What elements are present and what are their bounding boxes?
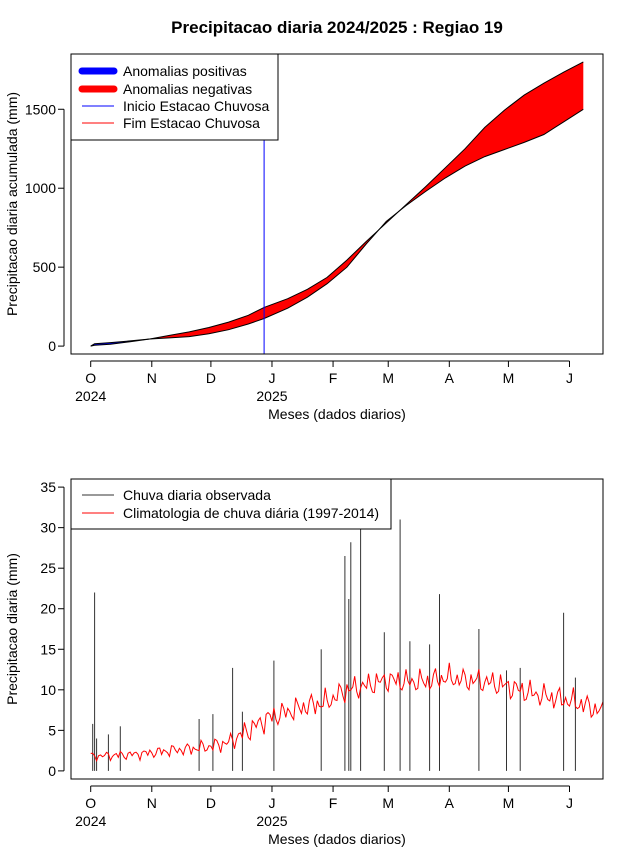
y-tick-label: 15 — [40, 641, 56, 657]
top-legend: Anomalias positivas Anomalias negativas … — [70, 53, 279, 141]
legend-label-positive: Anomalias positivas — [123, 63, 247, 79]
x-tick-label: O — [85, 795, 96, 811]
y-tick-label: 0 — [48, 763, 56, 779]
x-tick-label: N — [147, 795, 157, 811]
y-tick-label: 20 — [40, 601, 56, 617]
top-x-axis-title: Meses (dados diarios) — [268, 406, 406, 422]
y-tick-label: 1500 — [25, 101, 56, 117]
x-year-label: 2024 — [75, 813, 106, 829]
x-tick-label: A — [445, 370, 455, 386]
bottom-x-axis-title: Meses (dados diarios) — [268, 831, 406, 847]
x-tick-label: A — [445, 795, 455, 811]
y-tick-label: 10 — [40, 682, 56, 698]
x-tick-label: M — [503, 795, 515, 811]
y-tick-label: 5 — [48, 722, 56, 738]
top-y-axis-title: Precipitacao diaria acumulada (mm) — [4, 92, 20, 316]
y-tick-label: 1000 — [25, 180, 56, 196]
negative-anomaly-area — [90, 61, 584, 347]
top-panel: 0 500 1000 1500 O N D J F M A M J 2024 2025 Meses (da… — [4, 53, 604, 422]
y-tick-label: 500 — [33, 259, 57, 275]
legend-label-observed: Chuva diaria observada — [123, 487, 271, 503]
x-tick-label: J — [566, 795, 573, 811]
x-tick-label: J — [566, 370, 573, 386]
top-plot-frame — [70, 53, 604, 355]
bottom-y-axis: 0 5 10 15 20 25 30 35 — [40, 479, 65, 779]
y-tick-label: 25 — [40, 560, 56, 576]
legend-label-start: Inicio Estacao Chuvosa — [123, 98, 270, 114]
x-tick-label: M — [382, 370, 394, 386]
x-tick-label: O — [85, 370, 96, 386]
bottom-x-axis: O N D J F M A M J 2024 2025 — [75, 785, 573, 829]
y-tick-label: 30 — [40, 520, 56, 536]
x-tick-label: M — [382, 795, 394, 811]
x-tick-label: M — [503, 370, 515, 386]
x-tick-label: J — [268, 370, 275, 386]
top-x-axis: O N D J F M A M J 2024 2025 — [75, 360, 573, 404]
x-year-label: 2024 — [75, 388, 106, 404]
x-tick-label: F — [329, 370, 338, 386]
climatology-cumulative-line — [90, 61, 584, 347]
x-tick-label: N — [147, 370, 157, 386]
daily-rain-bars — [92, 519, 576, 771]
bottom-legend-box — [70, 478, 392, 530]
x-year-label: 2025 — [256, 388, 287, 404]
y-tick-label: 35 — [40, 479, 56, 495]
legend-label-climatology: Climatologia de chuva diária (1997-2014) — [123, 505, 379, 521]
observed-cumulative-line — [90, 108, 584, 347]
y-tick-label: 0 — [48, 338, 56, 354]
bottom-y-axis-title: Precipitacao diaria (mm) — [4, 553, 20, 705]
legend-label-negative: Anomalias negativas — [123, 81, 252, 97]
top-y-axis: 0 500 1000 1500 — [25, 101, 65, 354]
climatology-daily-line — [90, 662, 603, 763]
x-tick-label: D — [206, 795, 216, 811]
bottom-legend: Chuva diaria observada Climatologia de c… — [70, 478, 392, 530]
x-tick-label: J — [268, 795, 275, 811]
x-year-label: 2025 — [256, 813, 287, 829]
x-tick-label: D — [206, 370, 216, 386]
x-tick-label: F — [329, 795, 338, 811]
chart-title: Precipitacao diaria 2024/2025 : Regiao 1… — [171, 18, 503, 37]
legend-label-end: Fim Estacao Chuvosa — [123, 115, 260, 131]
